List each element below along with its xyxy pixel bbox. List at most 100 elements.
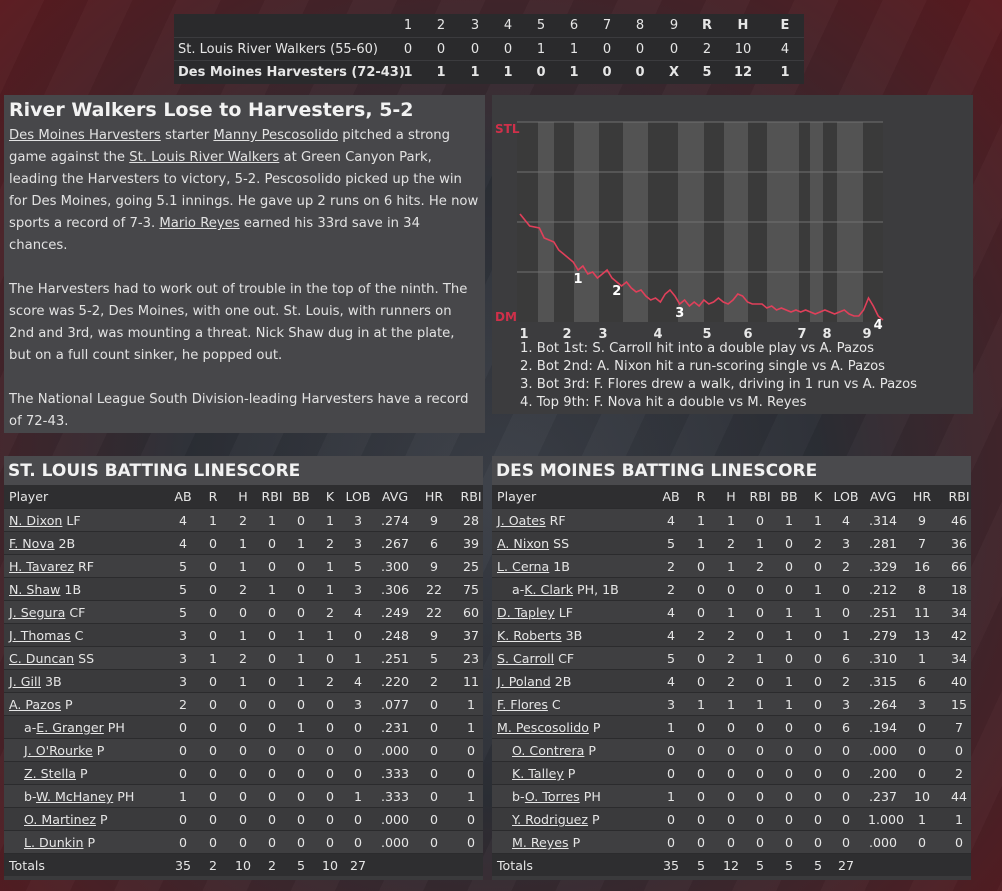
stat-cell: 4 — [666, 605, 675, 620]
stat-cell: 0 — [208, 536, 217, 551]
stat-cell: 1 — [238, 628, 247, 643]
stat-cell: 0 — [813, 651, 822, 666]
stat-cell: .251 — [380, 651, 410, 666]
stat-cell: 0 — [429, 766, 438, 781]
stat-cell: 75 — [462, 582, 480, 597]
player-name-link[interactable]: K. Talley — [512, 766, 564, 781]
player-cell: F. Flores C — [497, 697, 561, 712]
col-header[interactable]: K — [325, 489, 335, 504]
stat-cell: 3 — [353, 697, 362, 712]
col-header[interactable]: HR — [912, 489, 932, 504]
stat-cell: 6 — [841, 720, 850, 735]
player-name-link[interactable]: N. Shaw — [9, 582, 61, 597]
player-position: LF — [554, 605, 573, 620]
player-cell: C. Duncan SS — [9, 651, 94, 666]
player-name-link[interactable]: M. Pescosolido — [497, 720, 589, 735]
stat-cell: 0 — [784, 651, 793, 666]
col-header[interactable]: LOB — [833, 489, 859, 504]
stat-cell: 1 — [466, 697, 475, 712]
stat-cell: 5 — [353, 559, 362, 574]
stat-cell: 0 — [325, 720, 334, 735]
player-name-link[interactable]: C. Duncan — [9, 651, 75, 666]
player-name-link[interactable]: O. Martinez — [24, 812, 96, 827]
linescore-header: 1 2 3 4 5 6 7 8 9 R H E — [174, 14, 804, 37]
away-team-name[interactable]: St. Louis River Walkers (55-60) — [178, 42, 378, 57]
col-header[interactable]: H — [726, 489, 736, 504]
player-cell: J. Thomas C — [9, 628, 83, 643]
stat-cell: 1 — [238, 536, 247, 551]
col-header[interactable]: BB — [292, 489, 310, 504]
player-name-link[interactable]: J. Gill — [9, 674, 41, 689]
player-name-link[interactable]: A. Pazos — [9, 697, 62, 712]
player-name-link[interactable]: F. Nova — [9, 536, 55, 551]
stat-cell: 0 — [755, 628, 764, 643]
stat-cell: 0 — [841, 605, 850, 620]
col-header[interactable]: RBI — [460, 489, 482, 504]
inning-tick-label: 6 — [743, 327, 752, 340]
col-header[interactable]: R — [696, 489, 706, 504]
col-header[interactable]: HR — [424, 489, 444, 504]
player-name-link[interactable]: S. Carroll — [497, 651, 555, 666]
stat-cell: 0 — [466, 835, 475, 850]
col-header[interactable]: H — [238, 489, 248, 504]
player-name-link[interactable]: Z. Stella — [24, 766, 77, 781]
table-row: N. Shaw 1B 5 0 2 1 0 1 3 .306 22 75 — [4, 577, 483, 600]
recap-link[interactable]: Manny Pescosolido — [213, 128, 339, 143]
stat-cell: 0 — [208, 789, 217, 804]
player-name-link[interactable]: F. Flores — [497, 697, 548, 712]
player-name-link[interactable]: J. O'Rourke — [24, 743, 93, 758]
player-name-link[interactable]: K. Clark — [524, 582, 574, 597]
player-name-link[interactable]: J. Segura — [9, 605, 66, 620]
stat-cell: 0 — [325, 697, 334, 712]
stat-cell: 0 — [178, 720, 187, 735]
player-name-link[interactable]: L. Dunkin — [24, 835, 84, 850]
player-name-link[interactable]: A. Nixon — [497, 536, 550, 551]
key-event-2: 2. Bot 2nd: A. Nixon hit a run-scoring s… — [520, 359, 886, 374]
col-header[interactable]: AB — [662, 489, 680, 504]
col-header[interactable]: RBI — [261, 489, 283, 504]
col-header[interactable]: BB — [780, 489, 798, 504]
stat-cell: .000 — [380, 835, 410, 850]
player-name-link[interactable]: O. Torres — [524, 789, 580, 804]
stat-cell: .000 — [868, 743, 898, 758]
col-header[interactable]: RBI — [948, 489, 970, 504]
col-header[interactable]: AVG — [381, 489, 409, 504]
player-name-link[interactable]: M. Reyes — [512, 835, 569, 850]
player-name-link[interactable]: O. Contrera — [512, 743, 585, 758]
col-header[interactable]: AVG — [869, 489, 897, 504]
linescore-col-header: 1 — [403, 18, 413, 33]
stat-cell: 4 — [353, 674, 362, 689]
player-name-link[interactable]: J. Thomas — [9, 628, 71, 643]
home-team-name[interactable]: Des Moines Harvesters (72-43) — [178, 65, 405, 80]
stat-cell: .000 — [380, 812, 410, 827]
player-position: 1B — [549, 559, 570, 574]
player-name-link[interactable]: L. Cerna — [497, 559, 550, 574]
stat-cell: 0 — [296, 812, 305, 827]
recap-link[interactable]: Mario Reyes — [159, 216, 240, 231]
player-name-link[interactable]: J. Poland — [497, 674, 551, 689]
player-name-link[interactable]: J. Oates — [497, 513, 546, 528]
stat-cell: 1 — [813, 605, 822, 620]
dm-batting-table: DES MOINES BATTING LINESCORE Player AB R H R… — [492, 456, 971, 880]
recap-link[interactable]: Des Moines Harvesters — [9, 128, 161, 143]
totals-cell: 5 — [296, 858, 305, 873]
player-name-link[interactable]: W. McHaney — [36, 789, 114, 804]
col-header[interactable]: R — [208, 489, 218, 504]
col-header[interactable]: LOB — [345, 489, 371, 504]
player-name-link[interactable]: Y. Rodriguez — [512, 812, 589, 827]
player-name-link[interactable]: N. Dixon — [9, 513, 63, 528]
player-name-link[interactable]: E. Granger — [36, 720, 104, 735]
recap-link[interactable]: St. Louis River Walkers — [129, 150, 280, 165]
col-header[interactable]: RBI — [749, 489, 771, 504]
player-name-link[interactable]: D. Tapley — [497, 605, 555, 620]
player-name-link[interactable]: H. Tavarez — [9, 559, 75, 574]
stat-cell: 0 — [696, 812, 705, 827]
player-name-link[interactable]: K. Roberts — [497, 628, 562, 643]
col-header[interactable]: K — [813, 489, 823, 504]
stat-cell: 6 — [841, 651, 850, 666]
totals-cell: 2 — [208, 858, 217, 873]
stat-cell: 0 — [353, 743, 362, 758]
stat-cell: 1 — [325, 628, 334, 643]
totals-cell: 5 — [784, 858, 793, 873]
col-header[interactable]: AB — [174, 489, 192, 504]
